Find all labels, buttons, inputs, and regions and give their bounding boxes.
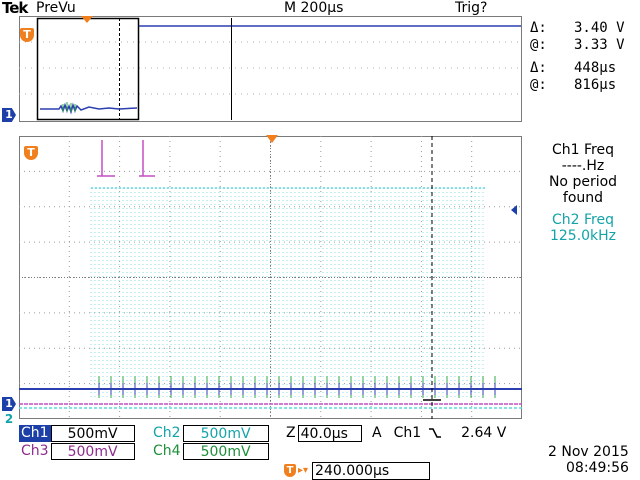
cursor-time-at: 816µs: [574, 77, 617, 93]
cursor-voltage-at-label: @:: [530, 37, 547, 53]
ch2-ground-marker-label: 2: [4, 412, 14, 426]
overview-ch1-marker-label: 1: [5, 108, 13, 121]
horizontal-position-value: 240.000µs: [312, 461, 431, 480]
cursor-voltage-delta-label: Δ:: [530, 20, 547, 36]
trigger-marker-icon[interactable]: T: [24, 146, 38, 160]
ch2-settings[interactable]: Ch2 500mV: [151, 425, 269, 442]
ch1-scale: 500mV: [50, 425, 135, 442]
time-display: 08:49:56: [566, 460, 629, 476]
trigger-marker-label: T: [27, 146, 35, 159]
trigger-position-icon[interactable]: [266, 135, 278, 143]
ch2-waveform: [19, 187, 522, 409]
trigger-level: 2.64 V: [461, 425, 507, 441]
ch2-scale: 500mV: [182, 425, 269, 442]
overview-trigger-marker-icon[interactable]: T: [20, 28, 34, 42]
trigger-level-arrow-icon[interactable]: [511, 205, 517, 215]
overview-trigger-position-icon[interactable]: [81, 16, 93, 23]
trigger-settings[interactable]: A Ch1 2.64 V: [370, 425, 508, 442]
waveform-display[interactable]: [19, 136, 522, 419]
date-display: 2 Nov 2015: [548, 444, 629, 460]
cursor-time-at-label: @:: [530, 77, 547, 93]
trigger-source: Ch1: [393, 425, 422, 441]
record-overview-plot: [19, 16, 522, 122]
record-overview[interactable]: [19, 16, 522, 122]
trigger-slope-icon: [427, 425, 443, 441]
overview-trigger-marker-label: T: [23, 28, 31, 41]
trigger-status: Trig?: [455, 0, 488, 16]
ch3-scale: 500mV: [50, 443, 135, 460]
cursor-time-delta-label: Δ:: [530, 60, 547, 76]
zoom-settings[interactable]: Z 40.0µs: [284, 425, 362, 442]
ch2-ground-marker-icon[interactable]: 2: [2, 412, 16, 426]
zoom-label: Z: [286, 425, 296, 441]
zoom-scale: 40.0µs: [297, 425, 362, 442]
timebase-readout[interactable]: M 200µs: [284, 0, 344, 16]
brand-logo: Tek: [2, 0, 28, 17]
ch1-waveform: [19, 383, 522, 395]
ch1-freq-value: ----.Hz: [561, 158, 605, 174]
overview-ch1-marker-icon[interactable]: 1: [2, 108, 16, 122]
horizontal-position[interactable]: T ▸▾ 240.000µs: [284, 461, 431, 480]
ch1-name: Ch1: [19, 425, 51, 442]
ch1-ground-marker-icon[interactable]: 1: [2, 397, 16, 411]
cursor-time-delta: 448µs: [574, 60, 617, 76]
ch4-scale: 500mV: [182, 443, 269, 460]
overview-ch4-trace: [62, 102, 76, 112]
ch1-ground-marker-label: 1: [5, 397, 13, 410]
waveform-graticule: [19, 136, 522, 419]
overview-ch1-trace: [40, 102, 138, 115]
ch1-freq-note-line2: found: [562, 190, 604, 206]
cursor-voltage-at: 3.33 V: [574, 37, 625, 53]
acquisition-mode: PreVu: [36, 0, 76, 16]
cursor-voltage-delta: 3.40 V: [574, 20, 625, 36]
trigger-label: A: [372, 425, 382, 441]
ch3-settings[interactable]: Ch3 500mV: [19, 443, 135, 460]
ch3-name: Ch3: [21, 443, 49, 459]
ch1-settings[interactable]: Ch1 500mV: [19, 425, 135, 442]
ch1-freq-note-line1: No period: [548, 174, 618, 190]
horizontal-position-icon: T ▸▾: [284, 464, 308, 477]
ch3-waveform: [19, 140, 522, 405]
ch2-freq-value: 125.0kHz: [549, 228, 617, 244]
ch2-name: Ch2: [153, 425, 181, 441]
cursor-lines[interactable]: [423, 136, 441, 419]
ch4-settings[interactable]: Ch4 500mV: [151, 443, 269, 460]
ch4-name: Ch4: [153, 443, 181, 459]
ch2-freq-title: Ch2 Freq: [552, 212, 614, 228]
ch1-freq-title: Ch1 Freq: [552, 142, 614, 158]
